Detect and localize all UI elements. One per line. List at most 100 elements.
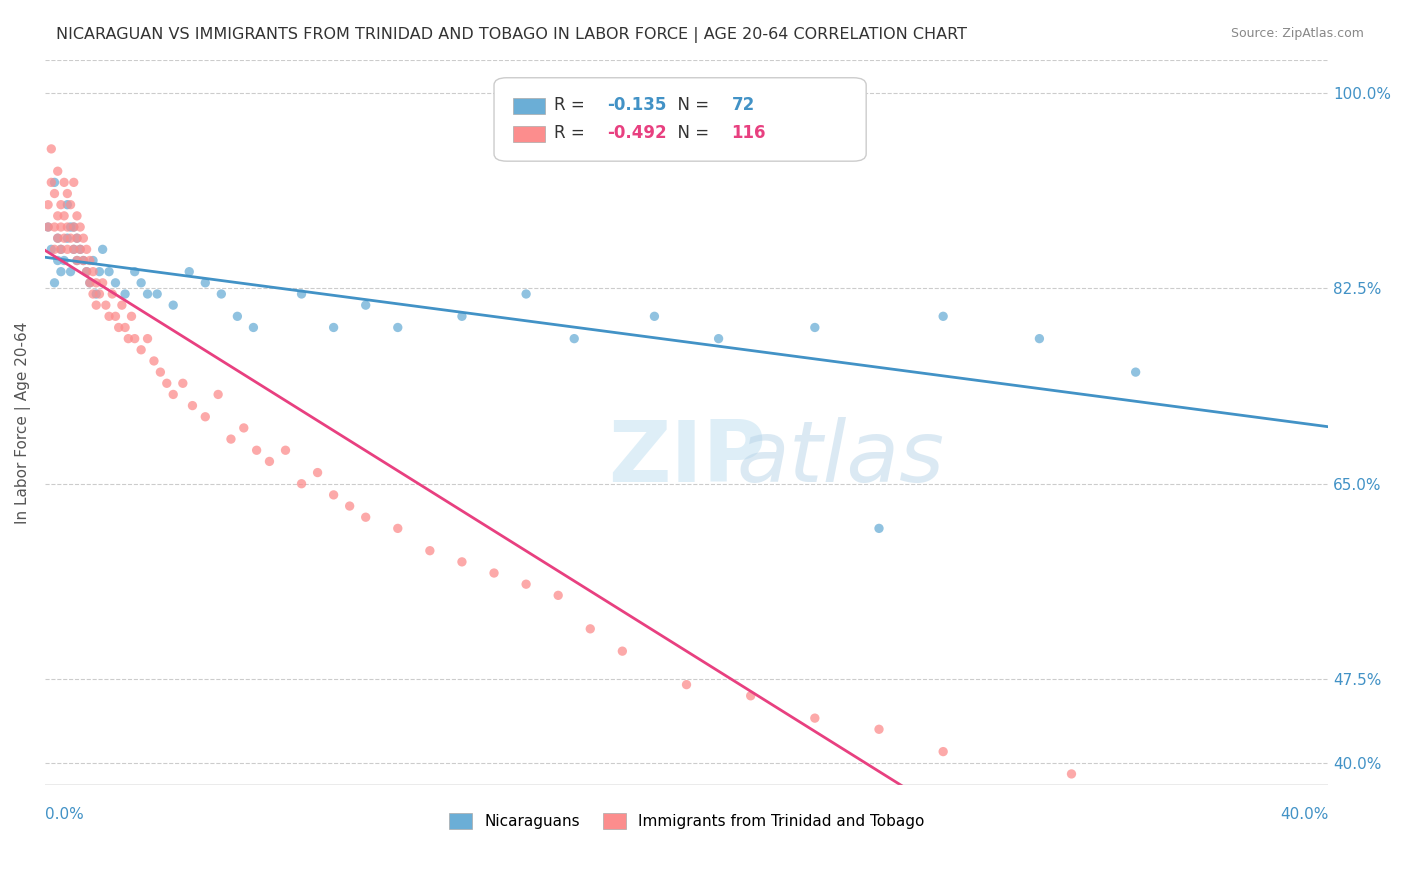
Point (419, 543, 441, 558)
Point (56, 243, 79, 257)
Point (39, 175, 62, 189)
Point (104, 310, 127, 324)
Point (53, 209, 76, 223)
Point (59, 197, 82, 211)
Point (69, 220, 91, 235)
Point (219, 432, 242, 446)
Text: 116: 116 (731, 124, 766, 142)
Point (59, 231, 82, 245)
Point (194, 409, 217, 424)
Point (44, 175, 66, 189)
Point (84, 276, 107, 290)
Point (932, 310, 955, 324)
Point (46, 253, 69, 268)
Point (515, 577, 537, 591)
Point (79, 276, 101, 290)
Point (1125, 365, 1147, 379)
Point (129, 343, 152, 357)
Text: N =: N = (668, 124, 714, 142)
Text: N =: N = (668, 96, 714, 114)
Point (49, 265, 72, 279)
Point (179, 265, 201, 279)
FancyBboxPatch shape (494, 78, 866, 161)
Point (207, 387, 229, 401)
Point (46, 209, 69, 223)
Point (804, 320, 827, 334)
Point (56, 220, 79, 235)
Point (89, 265, 111, 279)
Text: ZIP: ZIP (607, 417, 765, 500)
Point (76, 265, 98, 279)
Point (868, 521, 890, 535)
Point (1060, 767, 1083, 781)
Point (111, 298, 134, 312)
Legend: Nicaraguans, Immigrants from Trinidad and Tobago: Nicaraguans, Immigrants from Trinidad an… (443, 807, 931, 836)
Point (53, 231, 76, 245)
Point (59, 265, 82, 279)
Point (56, 186, 79, 201)
Point (76, 243, 98, 257)
Point (49, 220, 72, 235)
Point (44, 186, 66, 201)
Point (156, 376, 179, 391)
Point (79, 253, 101, 268)
FancyBboxPatch shape (513, 126, 546, 142)
Point (49, 243, 72, 257)
Point (101, 287, 124, 301)
Point (39, 142, 62, 156)
Point (246, 443, 269, 458)
Point (46, 231, 69, 245)
Point (290, 287, 312, 301)
Point (82, 253, 104, 268)
Point (387, 320, 409, 334)
Point (53, 175, 76, 189)
Point (124, 332, 146, 346)
Point (612, 644, 634, 658)
Point (62, 243, 84, 257)
Point (89, 287, 111, 301)
Point (515, 287, 537, 301)
Point (562, 332, 585, 346)
Point (339, 499, 361, 513)
Point (59, 220, 82, 235)
Point (53, 253, 76, 268)
Point (307, 466, 329, 480)
Point (44, 243, 66, 257)
Point (322, 320, 344, 334)
Point (387, 521, 409, 535)
Point (56, 231, 79, 245)
FancyBboxPatch shape (513, 98, 546, 114)
Point (107, 320, 129, 334)
Point (136, 287, 159, 301)
Point (49, 243, 72, 257)
Point (143, 354, 166, 368)
Point (181, 399, 204, 413)
Text: Source: ZipAtlas.com: Source: ZipAtlas.com (1230, 27, 1364, 40)
Point (114, 320, 136, 334)
Point (354, 510, 377, 524)
Point (79, 276, 101, 290)
Point (274, 443, 297, 458)
Text: NICARAGUAN VS IMMIGRANTS FROM TRINIDAD AND TOBAGO IN LABOR FORCE | AGE 20-64 COR: NICARAGUAN VS IMMIGRANTS FROM TRINIDAD A… (56, 27, 967, 43)
Point (242, 320, 264, 334)
Point (46, 231, 69, 245)
Point (72, 231, 94, 245)
Y-axis label: In Labor Force | Age 20-64: In Labor Force | Age 20-64 (15, 321, 31, 524)
Point (66, 231, 89, 245)
Point (66, 231, 89, 245)
Point (172, 376, 194, 391)
Point (146, 287, 169, 301)
Point (72, 253, 94, 268)
Point (117, 332, 139, 346)
Text: 0.0%: 0.0% (45, 807, 83, 822)
Point (49, 197, 72, 211)
Point (46, 164, 69, 178)
Point (84, 287, 107, 301)
Point (932, 745, 955, 759)
Point (69, 243, 91, 257)
Text: -0.135: -0.135 (607, 96, 666, 114)
Point (98, 265, 121, 279)
Point (62, 243, 84, 257)
Point (226, 310, 249, 324)
Point (69, 243, 91, 257)
